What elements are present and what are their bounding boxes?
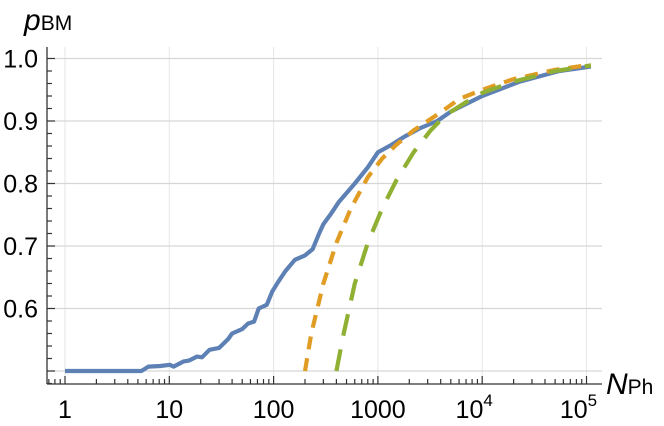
x-tick-label: 1: [58, 396, 72, 424]
x-axis-label: NPh: [606, 368, 653, 401]
x-tick-label: 1000: [350, 396, 406, 424]
x-axis-label-main: N: [606, 368, 628, 401]
x-tick-label: 105: [560, 391, 597, 424]
y-axis-label: pBM: [23, 4, 72, 37]
y-tick-label: 1.0: [3, 46, 38, 74]
x-tick-label: 104: [456, 391, 493, 424]
axes: [46, 47, 602, 385]
x-tick-exponent: 5: [588, 391, 597, 410]
x-tick-exponent: 4: [483, 391, 492, 410]
series-simulation: [65, 64, 592, 374]
y-axis-label-sub: BM: [41, 12, 73, 35]
y-axis-label-main: p: [23, 4, 41, 37]
y-tick-label: 0.6: [3, 296, 38, 324]
y-tick-label: 0.9: [3, 108, 38, 136]
plot-series: [65, 62, 592, 374]
y-tick-label: 0.7: [3, 233, 38, 261]
tick-labels: 1.0 0.9 0.8 0.7 0.6 1 10 100 1000 104 105: [3, 46, 597, 425]
x-tick-label: 100: [253, 396, 295, 424]
x-axis-label-sub: Ph: [628, 376, 654, 399]
series-model-2: [334, 63, 592, 372]
gridlines: [47, 47, 602, 384]
y-tick-label: 0.8: [3, 171, 38, 199]
x-tick-label: 10: [155, 396, 183, 424]
series-model-1: [302, 62, 592, 372]
